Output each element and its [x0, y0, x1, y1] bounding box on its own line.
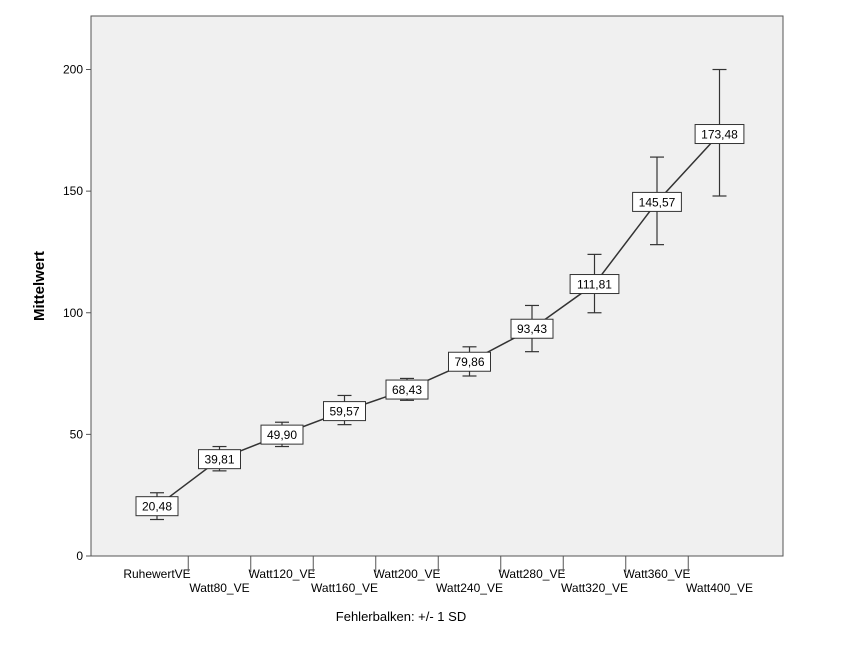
- data-label-box: [198, 449, 241, 470]
- data-label: 49,90: [267, 428, 297, 442]
- data-label-box: [569, 274, 620, 295]
- y-tick-label: 150: [63, 184, 83, 198]
- series-line: [156, 133, 721, 507]
- data-label-box: [448, 351, 491, 372]
- data-point: 49,90: [260, 424, 304, 445]
- y-tick-label: 50: [70, 427, 84, 441]
- x-tick-label: Watt320_VE: [561, 581, 628, 595]
- x-tick-label: Watt80_VE: [189, 581, 249, 595]
- data-label-box: [632, 191, 682, 212]
- data-label-box: [385, 379, 429, 400]
- data-label: 93,43: [517, 322, 547, 336]
- data-point: 93,43: [510, 318, 554, 339]
- data-point: 68,43: [385, 379, 429, 400]
- x-tick-label: Watt360_VE: [624, 567, 691, 581]
- data-point: 59,57: [323, 401, 366, 422]
- data-markers: 20,48 39,81 49,90 59,57 68,43 79,86 93,43 111,8…: [135, 124, 745, 517]
- data-label: 68,43: [392, 383, 422, 397]
- x-tick-label: Watt160_VE: [311, 581, 378, 595]
- data-label: 20,48: [142, 500, 172, 514]
- x-tick-label: Watt120_VE: [249, 567, 316, 581]
- x-tick-label: Watt200_VE: [374, 567, 441, 581]
- data-label: 145,57: [639, 195, 676, 209]
- data-point: 111,81: [569, 274, 620, 295]
- data-label-box: [694, 124, 745, 145]
- data-point: 145,57: [632, 191, 682, 212]
- x-tick-label: Watt400_VE: [686, 581, 753, 595]
- data-label: 111,81: [577, 278, 612, 292]
- plot-area: [90, 15, 784, 557]
- y-axis: 0 50 100 150 200: [63, 63, 91, 563]
- data-label-box: [323, 401, 366, 422]
- data-label: 173,48: [701, 128, 738, 142]
- y-axis-label: Mittelwert: [31, 251, 48, 321]
- y-tick-label: 0: [76, 549, 83, 563]
- x-tick-label: Watt240_VE: [436, 581, 503, 595]
- data-point: 173,48: [694, 124, 745, 145]
- data-label-box: [135, 496, 179, 517]
- y-tick-label: 200: [63, 63, 83, 77]
- data-label: 39,81: [204, 453, 234, 467]
- x-axis: RuhewertVEWatt80_VEWatt120_VEWatt160_VEW…: [123, 556, 753, 595]
- data-point: 79,86: [448, 351, 491, 372]
- y-tick-label: 100: [63, 306, 83, 320]
- x-tick-label: RuhewertVE: [123, 567, 190, 581]
- x-tick-label: Watt280_VE: [499, 567, 566, 581]
- data-point: 20,48: [135, 496, 179, 517]
- data-label-box: [260, 424, 304, 445]
- data-point: 39,81: [198, 449, 241, 470]
- data-label: 59,57: [329, 405, 359, 419]
- error-bar-footnote: Fehlerbalken: +/- 1 SD: [336, 609, 466, 624]
- data-label: 79,86: [454, 355, 484, 369]
- data-label-box: [510, 318, 554, 339]
